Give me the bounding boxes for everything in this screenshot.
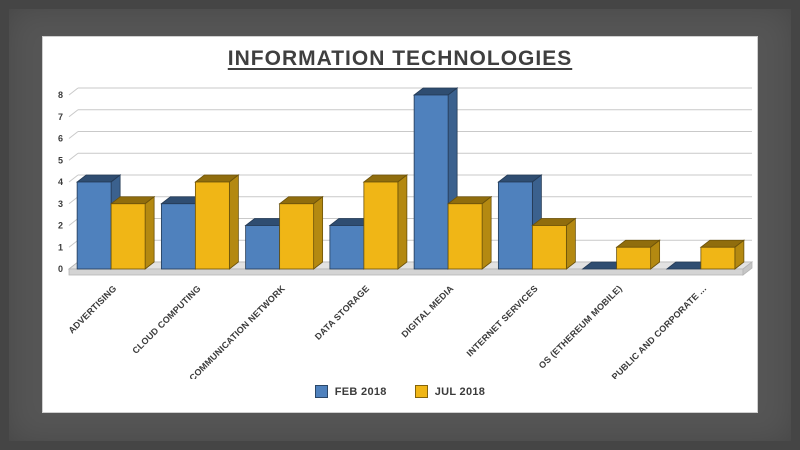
legend-swatch-feb-2018 [314,385,328,398]
y-tick-label: 6 [58,134,63,144]
y-tick-label: 8 [58,90,63,100]
x-tick-label: DIGITAL MEDIA [399,283,455,339]
chart-floor [67,261,754,276]
bar-jul-2018-public-and-corporate [699,239,746,270]
bar-jul-2018-digital-media [446,195,493,270]
bar-jul-2018-data-storage [362,174,409,270]
y-tick-label: 0 [58,264,63,274]
y-tick-label: 3 [58,199,63,209]
y-tick-label: 5 [58,155,63,165]
y-tick-label: 2 [58,221,63,231]
legend-swatch-jul-2018 [414,385,428,398]
bar-feb-2018-advertising [75,174,122,270]
y-tick-label: 4 [58,177,63,187]
legend-label-jul-2018: JUL 2018 [434,385,486,398]
x-axis-labels: ADVERTISING CLOUD COMPUTINGCOMMUNICATION … [66,283,708,379]
legend-item-feb-2018: FEB 2018 [314,385,387,398]
x-tick-label: DATA STORAGE [313,283,371,341]
chart-legend: FEB 2018 JUL 2018 [43,385,757,398]
bar-jul-2018-cloud-computing [194,174,240,270]
legend-label-feb-2018: FEB 2018 [334,385,387,398]
legend-item-jul-2018: JUL 2018 [414,385,486,398]
x-tick-label: PUBLIC AND CORPORATE ... [610,283,709,379]
bar-jul-2018-communication-network [278,195,324,270]
x-tick-label: CLOUD COMPUTING [130,283,202,355]
y-tick-label: 7 [58,112,63,122]
y-tick-label: 1 [58,242,63,252]
bar-jul-2018-advertising [109,195,156,270]
bar-jul-2018-os-ethereum-mobile [615,239,661,270]
bars [75,87,746,270]
x-tick-label: OS (ETHEREUM MOBILE) [537,283,624,370]
chart-title: INFORMATION TECHNOLOGIES [227,47,573,70]
x-tick-label: COMMUNICATION NETWORK [187,283,287,379]
x-tick-label: INTERNET SERVICES [465,283,540,358]
chart-card: INFORMATION TECHNOLOGIES 0 1 2 3 4 5 6 7 8 ADVERT… [42,36,758,413]
plot-area: 0 1 2 3 4 5 6 7 8 ADVERTISING CLOUD COMPUTINGCOMMU… [58,87,754,379]
bar-jul-2018-internet-services [531,217,577,270]
x-tick-label: ADVERTISING [66,283,118,335]
y-axis-labels: 0 1 2 3 4 5 6 7 8 [58,90,63,274]
